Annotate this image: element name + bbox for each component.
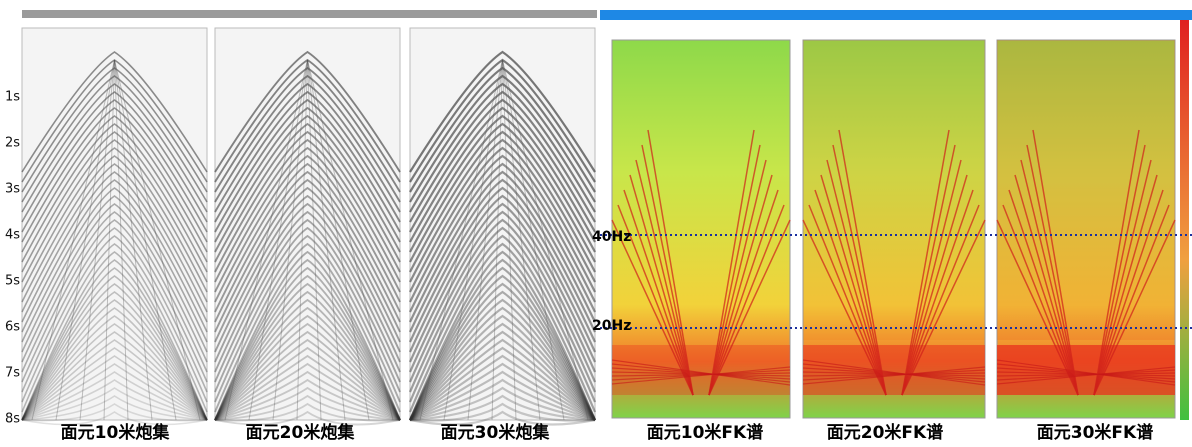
frequency-label: 20Hz xyxy=(592,318,631,334)
panel-caption: 面元10米FK谱 xyxy=(647,422,763,443)
time-label: 3s xyxy=(5,182,20,197)
time-label: 7s xyxy=(5,366,20,381)
fk-noise-wash xyxy=(997,40,1175,340)
panel-caption: 面元10米炮集 xyxy=(61,422,171,443)
time-label: 5s xyxy=(5,274,20,289)
panel-caption: 面元30米FK谱 xyxy=(1037,422,1153,443)
time-label: 2s xyxy=(5,136,20,151)
figure: 1s 2s 3s 4s 5s 6s 7s 8s 面元10米炮集 面元20米炮集 面元30米炮集 面元1… xyxy=(0,0,1192,443)
fk-noise-wash xyxy=(803,40,985,340)
panel-caption: 面元20米FK谱 xyxy=(827,422,943,443)
color-scale xyxy=(1180,20,1189,420)
time-label: 1s xyxy=(5,90,20,105)
panel-caption: 面元30米炮集 xyxy=(441,422,551,443)
time-label: 6s xyxy=(5,320,20,335)
time-label: 4s xyxy=(5,228,20,243)
frequency-label: 40Hz xyxy=(592,229,631,245)
panel-caption: 面元20米炮集 xyxy=(246,422,356,443)
time-label: 8s xyxy=(5,412,20,427)
fk-header-bar xyxy=(600,10,1192,20)
seismic-header-bar xyxy=(22,10,597,18)
panel-art xyxy=(22,28,1192,425)
